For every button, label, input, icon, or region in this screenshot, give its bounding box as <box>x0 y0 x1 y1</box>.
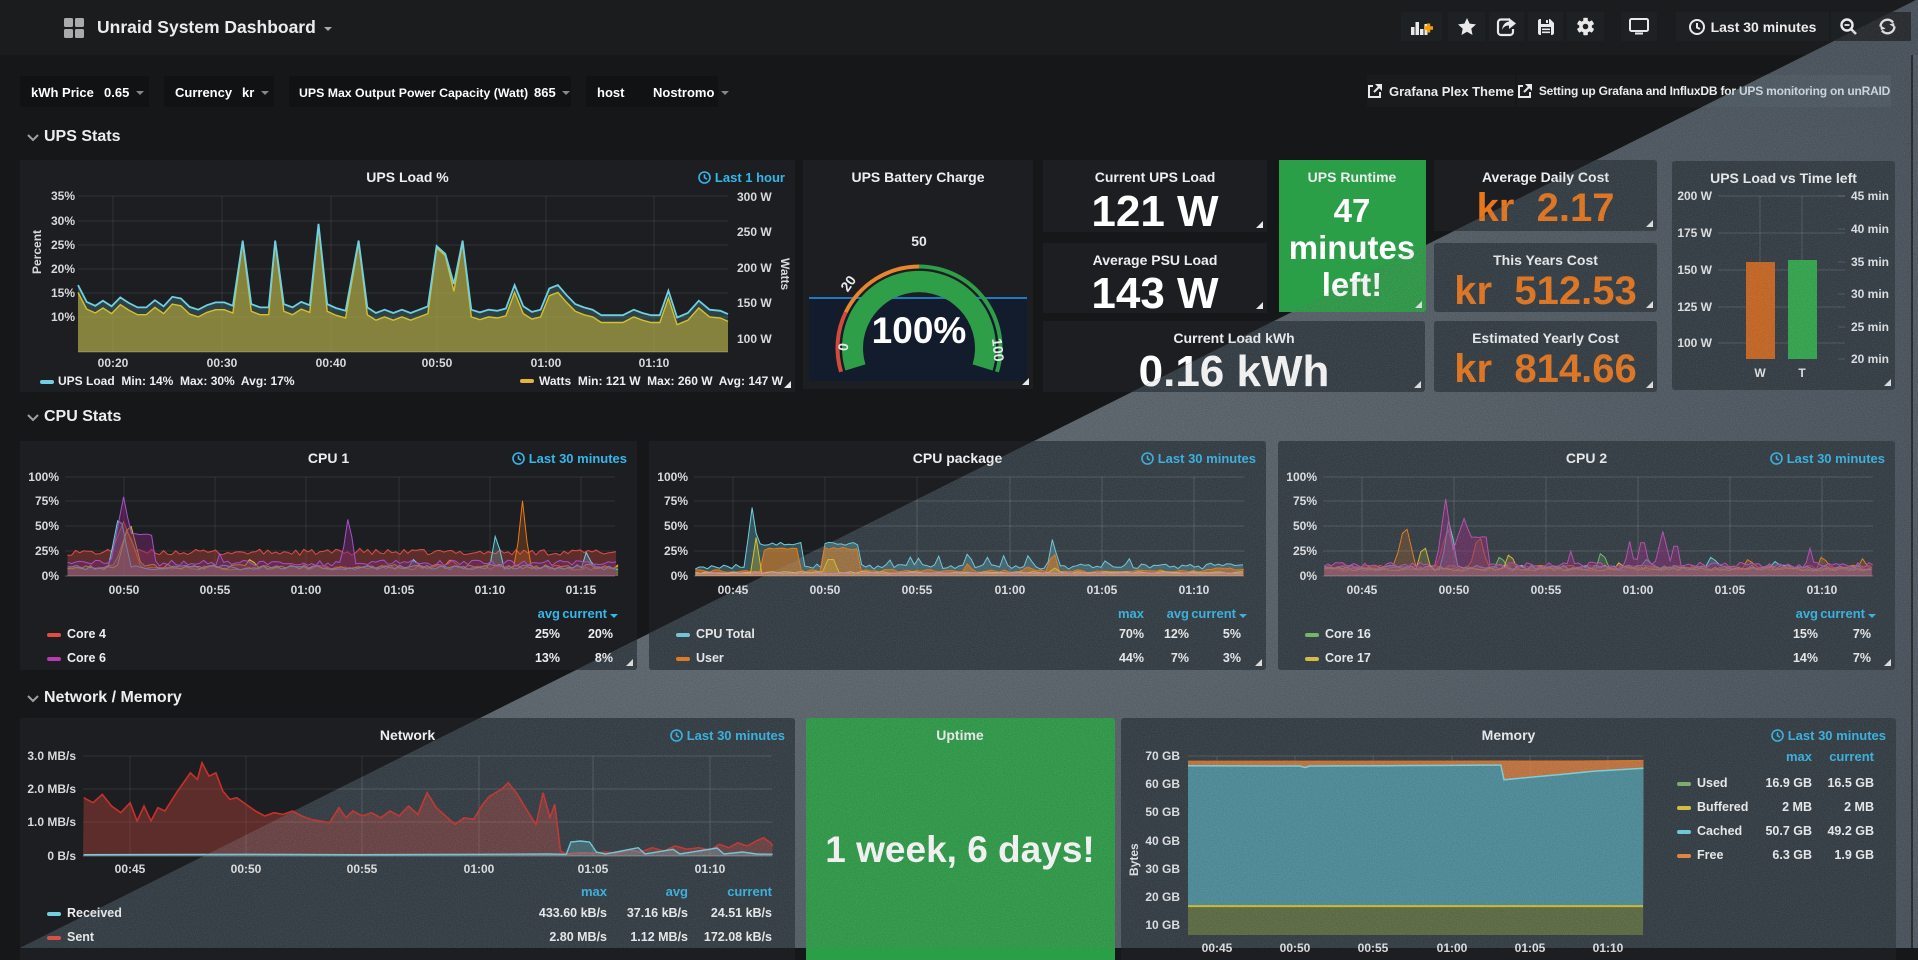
svg-text:100%: 100% <box>872 310 967 351</box>
svg-text:50: 50 <box>911 233 927 249</box>
svg-text:0: 0 <box>835 342 852 352</box>
svg-text:20: 20 <box>837 272 859 294</box>
svg-text:100: 100 <box>989 337 1007 362</box>
